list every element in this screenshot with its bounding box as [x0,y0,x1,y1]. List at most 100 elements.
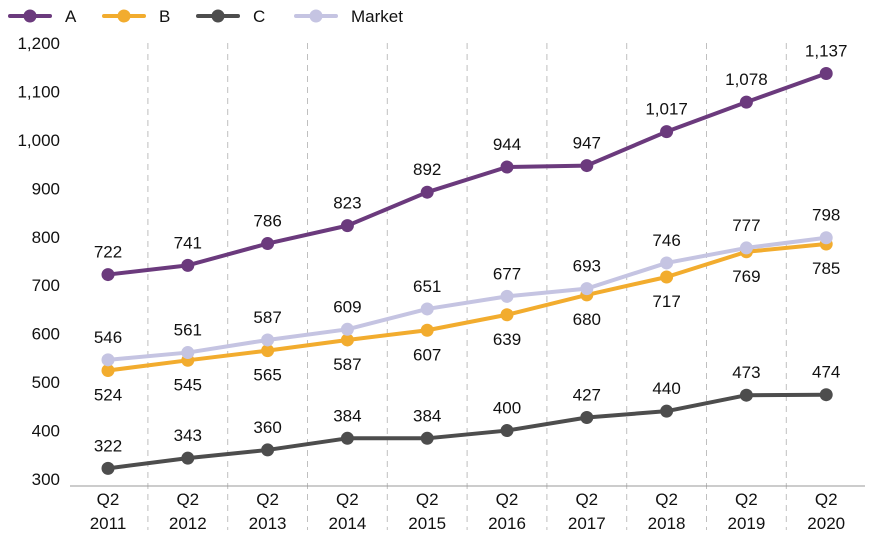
data-point-c [340,431,354,445]
legend-marker-market [309,9,323,23]
legend-marker-a [23,9,37,23]
data-label-b: 717 [652,292,680,311]
data-label-a: 944 [493,135,521,154]
data-point-market [261,333,275,347]
data-point-b [101,363,115,377]
x-tick-label: Q2 [256,490,279,509]
data-point-market [420,302,434,316]
data-label-a: 892 [413,160,441,179]
data-label-b: 769 [732,267,760,286]
x-tick-label: Q2 [575,490,598,509]
data-label-market: 693 [573,257,601,276]
y-tick-label: 600 [32,325,60,344]
data-point-a [420,185,434,199]
data-point-a [739,95,753,109]
data-point-market [340,322,354,336]
data-point-c [660,404,674,418]
data-label-c: 322 [94,436,122,455]
data-point-a [819,67,833,81]
x-tick-label: 2020 [807,514,845,533]
data-label-c: 343 [174,426,202,445]
legend-label-market: Market [351,7,403,26]
y-tick-label: 800 [32,228,60,247]
data-label-b: 680 [573,310,601,329]
data-label-c: 440 [652,379,680,398]
vertical-gridlines [147,43,787,530]
data-point-a [660,125,674,139]
y-axis: 300 400 500 600 700 800 900 1,000 1,100 1,200 [17,34,60,489]
x-tick-label: Q2 [496,490,519,509]
data-label-c: 427 [573,385,601,404]
y-tick-label: 400 [32,422,60,441]
y-tick-label: 300 [32,470,60,489]
x-tick-label: 2016 [488,514,526,533]
legend: A B C Market [8,7,403,26]
data-point-market [101,353,115,367]
y-tick-label: 700 [32,276,60,295]
data-label-market: 777 [732,216,760,235]
x-tick-label: Q2 [655,490,678,509]
data-point-b [420,323,434,337]
data-point-a [261,237,275,251]
x-tick-label: 2014 [328,514,366,533]
data-label-a: 823 [333,194,361,213]
data-label-b: 587 [333,355,361,374]
data-point-b [660,270,674,284]
data-point-a [340,219,354,233]
data-label-b: 639 [493,330,521,349]
data-point-market [739,241,753,255]
data-label-b: 785 [812,259,840,278]
data-point-c [261,443,275,457]
data-label-b: 524 [94,385,122,404]
data-label-market: 587 [253,308,281,327]
x-axis: Q2 2011 Q2 2012 Q2 2013 Q2 2014 Q2 2015 Q2 2016 Q2 20… [70,485,865,533]
data-point-a [580,159,594,173]
data-labels-layer: 722 741 786 823 892 944 947 1,017 1,078 1,137 524 5… [94,42,848,456]
series-line-b [106,242,829,373]
data-label-a: 786 [253,212,281,231]
data-point-a [101,268,115,282]
data-point-b [340,333,354,347]
data-label-a: 947 [573,134,601,153]
data-point-a [181,258,195,272]
data-label-b: 545 [174,375,202,394]
series-line-market [106,235,829,362]
data-label-b: 607 [413,345,441,364]
legend-marker-b [117,9,131,23]
data-label-c: 400 [493,399,521,418]
data-point-b [261,344,275,358]
x-tick-label: 2011 [90,514,127,533]
data-label-c: 384 [333,406,361,425]
y-tick-label: 1,200 [17,34,60,53]
x-tick-label: Q2 [336,490,359,509]
legend-label-a: A [65,7,77,26]
data-point-market [660,256,674,270]
data-point-c [500,424,514,438]
legend-label-c: C [253,7,265,26]
x-tick-label: 2017 [568,514,606,533]
y-tick-label: 1,000 [17,131,60,150]
data-label-market: 677 [493,264,521,283]
data-label-market: 651 [413,277,441,296]
data-point-c [181,451,195,465]
data-label-market: 561 [174,321,202,340]
data-point-a [500,160,514,174]
data-point-market [181,346,195,360]
data-label-c: 473 [732,363,760,382]
x-tick-label: Q2 [815,490,838,509]
x-tick-label: 2018 [648,514,686,533]
x-tick-label: 2012 [169,514,207,533]
x-tick-label: Q2 [97,490,120,509]
data-label-market: 546 [94,328,122,347]
series-layer [101,67,833,475]
data-point-c [101,461,115,475]
data-label-market: 609 [333,297,361,316]
x-tick-label: Q2 [176,490,199,509]
data-label-c: 474 [812,363,840,382]
data-point-c [580,410,594,424]
legend-label-b: B [159,7,170,26]
y-tick-label: 900 [32,179,60,198]
data-label-a: 1,137 [805,42,848,61]
x-tick-label: 2019 [727,514,765,533]
